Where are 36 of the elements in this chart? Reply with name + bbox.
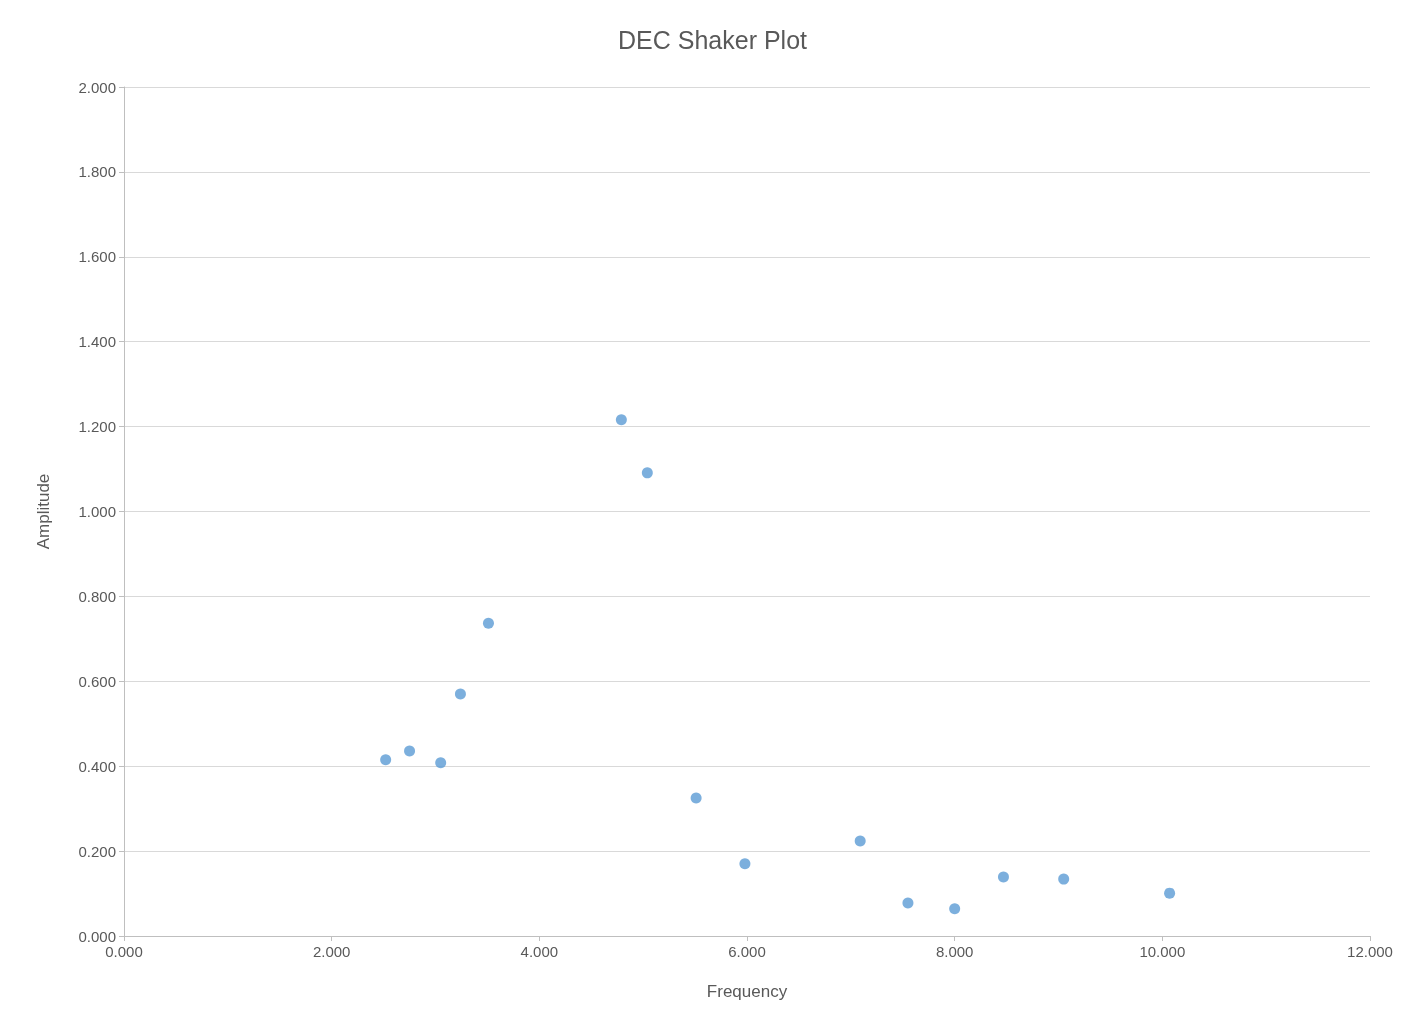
point (690, 792, 702, 804)
x-tick-label: 2.000 (312, 943, 351, 960)
y-tick-label: 1.600 (78, 248, 116, 266)
x-tick-label: 4.000 (520, 943, 559, 960)
y-tick-label: 1.000 (78, 503, 116, 520)
y-tick-label: 0.600 (78, 672, 116, 690)
point (1058, 873, 1070, 885)
point (482, 617, 494, 629)
point (949, 903, 961, 915)
y-tick-label: 2.000 (78, 78, 116, 96)
point (380, 754, 392, 766)
point (615, 414, 627, 426)
y-tick-label: 0.000 (78, 927, 116, 945)
point (902, 897, 914, 909)
y-axis-title: Amplitude (34, 473, 53, 550)
point (404, 745, 416, 757)
point (739, 858, 751, 870)
point (454, 688, 466, 700)
x-tick-label: 10.000 (1139, 943, 1186, 960)
x-axis-title: Frequency (706, 982, 788, 1001)
chart-title: DEC Shaker Plot (618, 25, 808, 54)
point (854, 835, 866, 847)
y-tick-label: 1.400 (78, 333, 116, 351)
x-tick-label: 0.000 (105, 943, 143, 960)
point (641, 467, 653, 479)
point (435, 757, 447, 769)
point (997, 871, 1009, 883)
point (1164, 887, 1176, 899)
y-tick-label: 0.200 (78, 842, 116, 860)
x-tick-label: 8.000 (935, 943, 974, 960)
x-tick-label: 12.000 (1347, 943, 1393, 960)
y-tick-label: 1.200 (78, 418, 116, 436)
y-tick-label: 0.400 (78, 757, 116, 775)
y-tick-label: 0.800 (78, 587, 116, 605)
y-tick-label: 1.800 (78, 163, 116, 181)
x-tick-label: 6.000 (728, 943, 766, 960)
